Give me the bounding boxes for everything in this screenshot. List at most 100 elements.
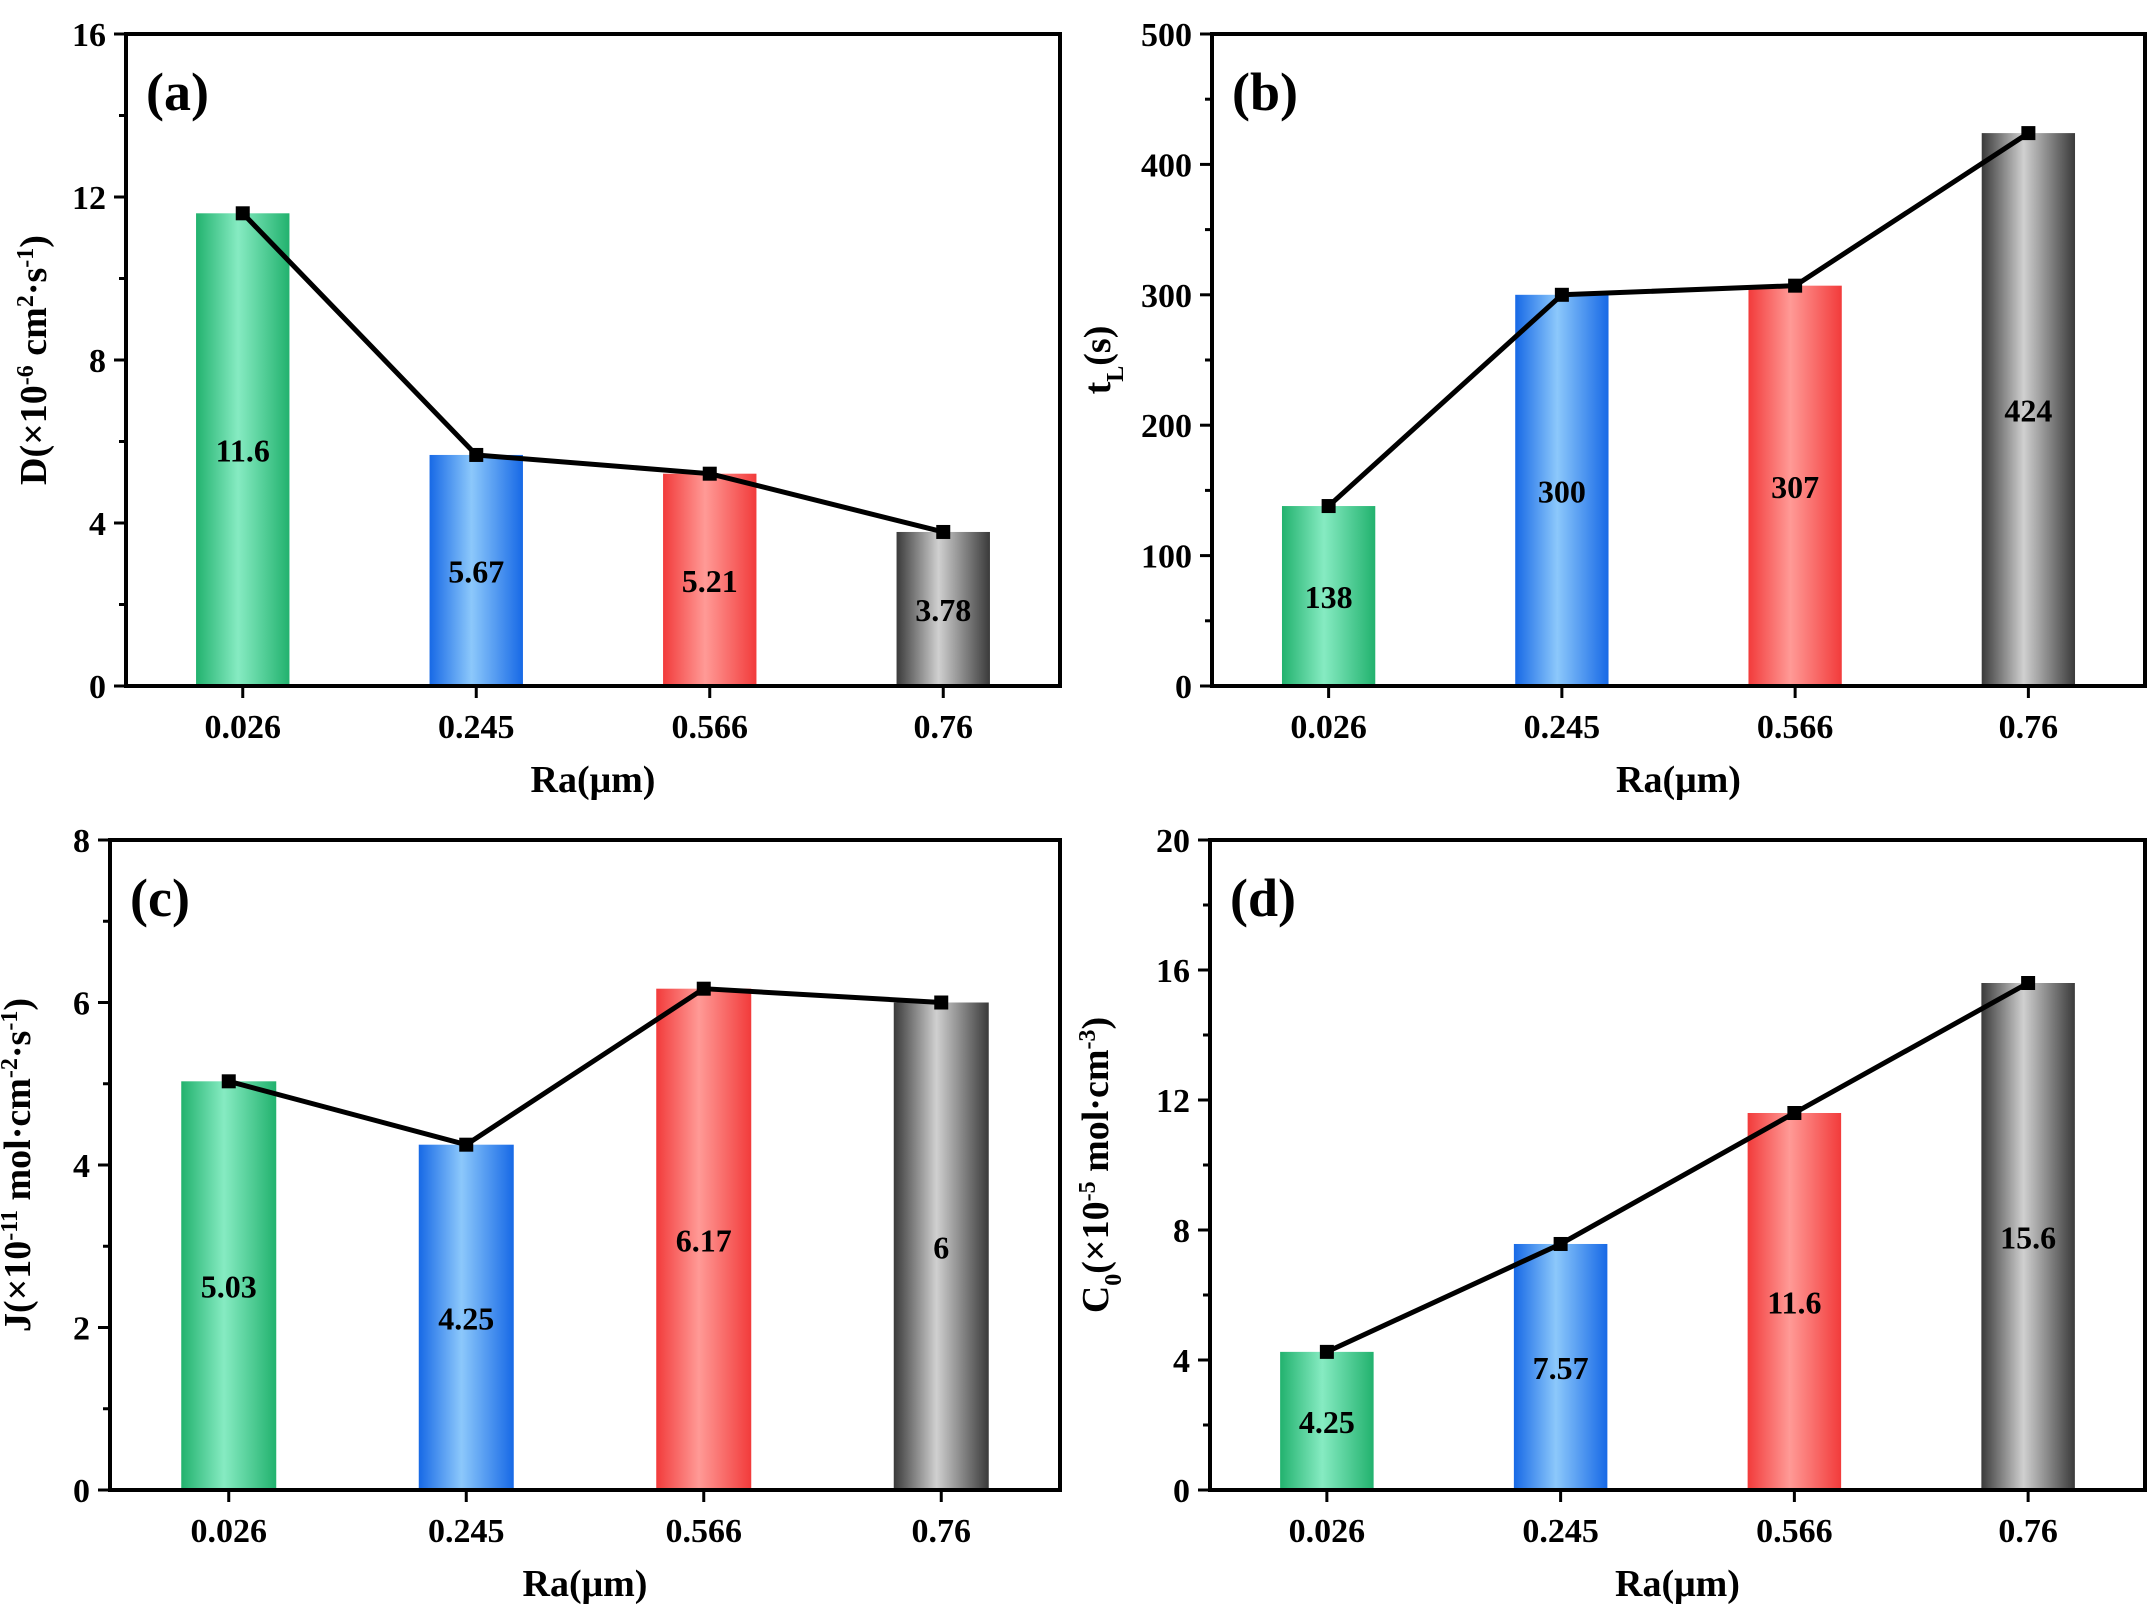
x-tick-label: 0.026 <box>191 1513 268 1550</box>
line-marker <box>469 447 484 462</box>
y-tick-label: 8 <box>1173 1213 1190 1250</box>
x-axis-title: Ra(μm) <box>531 759 656 801</box>
bar-0.76 <box>1981 983 2075 1490</box>
panel-tag: (d) <box>1230 868 1296 928</box>
y-tick-label: 12 <box>72 180 106 217</box>
panel-tag: (b) <box>1232 62 1298 122</box>
line-marker <box>934 995 949 1010</box>
line-marker <box>2021 976 2036 990</box>
line-marker <box>702 466 717 481</box>
panel-c: 5.03 4.25 6.17 6 0 2 4 6 8 0.026 0.245 0.566 0.76 Ra(… <box>0 823 1062 1605</box>
line-marker <box>235 206 250 221</box>
bar-0.245 <box>1515 294 1609 686</box>
line-marker <box>1787 1106 1802 1120</box>
x-tick-label: 0.026 <box>205 709 282 746</box>
data-label: 7.57 <box>1533 1350 1589 1386</box>
panel-tag: (c) <box>130 868 190 928</box>
y-tick-label: 200 <box>1141 408 1192 445</box>
x-tick-label: 0.76 <box>1999 709 2059 746</box>
x-tick-label: 0.245 <box>1522 1513 1599 1550</box>
y-tick-label: 300 <box>1141 278 1192 315</box>
y-axis-title: C0(×10-5 mol·cm-3) <box>1075 1017 1127 1313</box>
bar-0.245 <box>1513 1243 1608 1490</box>
y-tick-label: 8 <box>89 343 106 380</box>
series-line <box>1325 980 2030 1355</box>
y-tick-label: 400 <box>1141 147 1192 184</box>
data-label: 4.25 <box>1299 1404 1355 1440</box>
line-marker <box>696 981 711 996</box>
y-tick-label: 6 <box>73 986 90 1023</box>
panel-tag: (a) <box>146 62 209 122</box>
bar-0.566 <box>1747 1113 1842 1490</box>
x-tick-label: 0.76 <box>914 709 974 746</box>
line-marker <box>1553 1236 1568 1251</box>
line-marker <box>2021 126 2036 141</box>
line-marker <box>1788 278 1803 293</box>
y-tick-label: 4 <box>73 1148 90 1185</box>
x-axis-title: Ra(μm) <box>523 1563 648 1605</box>
y-tick-label: 0 <box>89 669 106 706</box>
bar-0.026 <box>181 1081 277 1490</box>
bar-0.026 <box>1280 1351 1374 1490</box>
line-marker <box>221 1074 236 1089</box>
y-axis-title: tL(s) <box>1077 326 1129 395</box>
bar-0.026 <box>1281 506 1376 686</box>
line-marker <box>459 1137 474 1152</box>
bar-0.245 <box>429 454 523 686</box>
panel-d: 4.25 7.57 11.6 15.6 0 4 8 12 16 20 0.026 0.245 0.566… <box>1075 823 2147 1605</box>
y-tick-label: 16 <box>72 17 106 54</box>
data-label: 5.67 <box>448 553 504 589</box>
data-label: 5.03 <box>201 1269 257 1305</box>
bar-0.566 <box>663 473 757 686</box>
data-label: 11.6 <box>216 433 270 469</box>
y-tick-label: 0 <box>1175 669 1192 706</box>
y-tick-label: 16 <box>1156 953 1190 990</box>
y-tick-label: 4 <box>1173 1343 1190 1380</box>
x-tick-label: 0.76 <box>1998 1513 2058 1550</box>
y-tick-label: 8 <box>73 823 90 860</box>
y-tick-label: 12 <box>1156 1083 1190 1120</box>
x-tick-label: 0.566 <box>1756 1513 1833 1550</box>
line-marker <box>1319 1344 1334 1359</box>
bar-0.566 <box>1748 285 1842 686</box>
series-line <box>228 986 942 1148</box>
x-tick-label: 0.245 <box>1524 709 1601 746</box>
data-label: 138 <box>1305 579 1353 615</box>
y-axis-title: J(×10-11 mol·cm-2·s-1) <box>0 998 39 1332</box>
y-tick-label: 500 <box>1141 17 1192 54</box>
y-tick-label: 100 <box>1141 539 1192 576</box>
x-tick-label: 0.76 <box>912 1513 972 1550</box>
y-tick-label: 20 <box>1156 823 1190 860</box>
bar-0.566 <box>656 988 752 1490</box>
bar-0.245 <box>418 1144 514 1490</box>
data-label: 15.6 <box>2000 1220 2056 1256</box>
data-label: 4.25 <box>438 1300 494 1336</box>
x-tick-label: 0.566 <box>672 709 749 746</box>
y-tick-label: 2 <box>73 1311 90 1348</box>
y-tick-label: 0 <box>73 1473 90 1510</box>
y-axis-title: D(×10-6 cm2·s-1) <box>13 235 55 485</box>
series-line <box>240 211 944 535</box>
panel-b: 138 300 307 424 0 100 200 300 400 500 0.026 0.245 0.… <box>1077 17 2147 801</box>
data-label: 307 <box>1771 469 1819 505</box>
bar-0.76 <box>1981 133 2076 686</box>
line-marker <box>936 524 951 539</box>
y-tick-label: 0 <box>1173 1473 1190 1510</box>
x-tick-label: 0.026 <box>1290 709 1367 746</box>
data-label: 6 <box>933 1229 949 1265</box>
panel-a: 11.6 5.67 5.21 3.78 0 4 8 12 16 0.026 0.245 0.566 0.… <box>13 17 1062 801</box>
x-tick-label: 0.245 <box>428 1513 505 1550</box>
data-label: 6.17 <box>676 1222 732 1258</box>
bar-0.76 <box>893 1002 989 1490</box>
x-axis-title: Ra(μm) <box>1615 1563 1740 1605</box>
line-marker <box>1554 287 1569 302</box>
x-tick-label: 0.566 <box>1757 709 1834 746</box>
x-tick-label: 0.026 <box>1289 1513 1366 1550</box>
x-tick-label: 0.566 <box>666 1513 743 1550</box>
bar-0.76 <box>896 531 990 686</box>
x-tick-label: 0.245 <box>438 709 515 746</box>
data-label: 11.6 <box>1767 1285 1821 1321</box>
data-label: 5.21 <box>682 563 738 599</box>
y-tick-label: 4 <box>89 506 106 543</box>
